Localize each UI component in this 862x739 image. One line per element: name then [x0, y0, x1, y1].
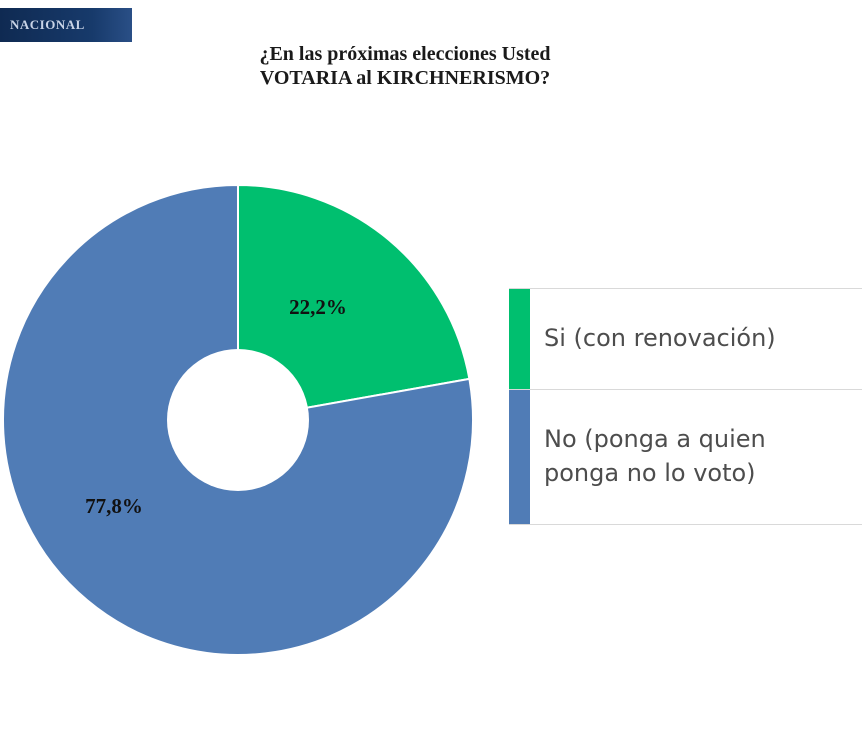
legend-item-si: Si (con renovación) [509, 289, 862, 390]
legend-label-no-line-2: ponga no lo voto) [544, 459, 756, 487]
legend-swatch-no [509, 390, 530, 524]
donut-hole [167, 349, 309, 491]
section-badge: NACIONAL [0, 8, 132, 42]
donut-slice-si [237, 183, 471, 422]
chart-title: ¿En las próximas elecciones Usted VOTARI… [0, 42, 810, 90]
legend-label-no: No (ponga a quien ponga no lo voto) [544, 422, 854, 490]
legend-label-no-line-1: No (ponga a quien [544, 425, 766, 453]
chart-legend: Si (con renovación) No (ponga a quien po… [509, 288, 862, 525]
chart-title-line-2: VOTARIA al KIRCHNERISMO? [259, 67, 551, 89]
donut-chart: 22,2% 77,8% [2, 183, 474, 656]
slice-value-label-si: 22,2% [289, 295, 347, 319]
chart-title-line-1: ¿En las próximas elecciones Usted [259, 43, 551, 65]
slice-value-label-no: 77,8% [85, 494, 143, 518]
legend-item-no: No (ponga a quien ponga no lo voto) [509, 390, 862, 525]
legend-label-si: Si (con renovación) [544, 321, 854, 355]
legend-swatch-si [509, 289, 530, 389]
legend-label-si-line-1: Si (con renovación) [544, 324, 776, 352]
